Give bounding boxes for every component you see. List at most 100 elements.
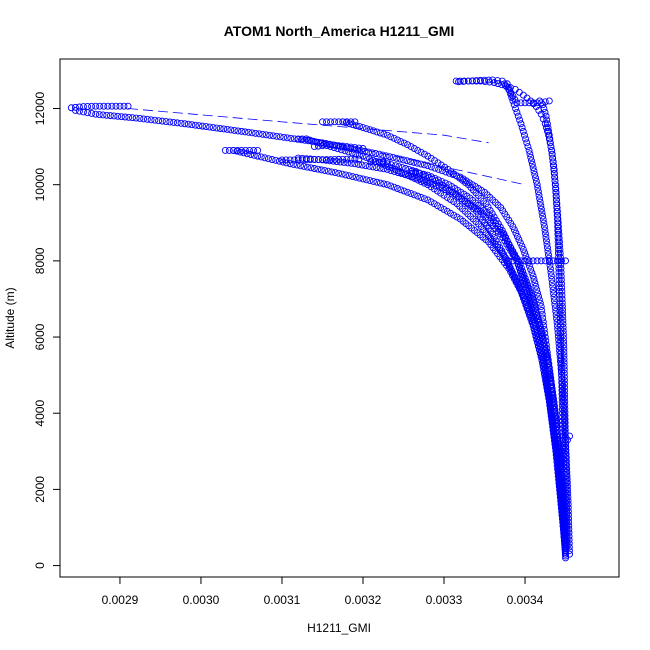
- data-point: [564, 436, 572, 444]
- data-point: [562, 497, 570, 505]
- data-point: [563, 500, 570, 508]
- data-point: [213, 124, 221, 132]
- data-point: [298, 135, 306, 143]
- data-point: [552, 412, 560, 420]
- data-point: [170, 118, 177, 126]
- data-point: [525, 99, 533, 107]
- data-point: [546, 135, 554, 143]
- data-point: [543, 353, 551, 361]
- data-point: [537, 303, 545, 311]
- data-point: [379, 151, 387, 159]
- data-point: [532, 177, 540, 185]
- data-point: [503, 237, 511, 245]
- data-point: [561, 408, 569, 416]
- data-point: [537, 257, 545, 265]
- data-point: [396, 155, 404, 163]
- data-point: [304, 137, 312, 145]
- data-point: [307, 164, 315, 172]
- data-point: [549, 154, 557, 162]
- data-point: [261, 154, 269, 162]
- data-point: [67, 104, 75, 112]
- data-point: [547, 378, 555, 385]
- data-point: [553, 200, 561, 208]
- data-point: [202, 123, 210, 131]
- data-point: [529, 295, 536, 303]
- data-point: [511, 274, 519, 282]
- data-point: [220, 125, 228, 133]
- data-point: [129, 114, 136, 122]
- data-point: [327, 143, 335, 151]
- data-point: [529, 298, 537, 306]
- data-point: [557, 261, 565, 269]
- data-point: [431, 164, 439, 172]
- data-point: [327, 141, 335, 149]
- data-point: [438, 178, 446, 185]
- data-point: [290, 135, 298, 143]
- data-point: [114, 112, 122, 120]
- data-point: [290, 160, 298, 168]
- data-point: [542, 230, 549, 238]
- data-point: [84, 103, 91, 110]
- data-point: [519, 274, 527, 282]
- y-tick-label: 6000: [33, 323, 47, 350]
- data-point: [245, 128, 252, 136]
- data-point: [543, 381, 551, 389]
- data-point: [80, 108, 87, 116]
- data-point: [410, 191, 418, 199]
- data-point: [561, 380, 568, 388]
- data-point: [552, 416, 560, 424]
- y-tick-label: 4000: [33, 400, 47, 427]
- data-point: [359, 175, 367, 183]
- data-point: [544, 388, 552, 396]
- data-point: [522, 301, 530, 309]
- data-point: [283, 134, 291, 142]
- data-point: [561, 398, 569, 405]
- data-point: [562, 465, 570, 473]
- data-point: [525, 257, 533, 265]
- data-point: [445, 169, 453, 177]
- data-point: [555, 226, 563, 234]
- data-point: [554, 249, 562, 257]
- data-point: [518, 242, 526, 250]
- data-point: [412, 169, 420, 177]
- data-point: [529, 99, 537, 107]
- data-point: [234, 127, 242, 135]
- data-point: [550, 166, 558, 173]
- data-point: [557, 268, 565, 276]
- data-point: [522, 252, 530, 260]
- data-point: [398, 164, 406, 172]
- data-point: [555, 340, 563, 347]
- cluster-f-series: [408, 169, 424, 177]
- data-point: [541, 98, 549, 106]
- cluster-h-series: [505, 257, 569, 265]
- data-point: [88, 102, 96, 110]
- data-point: [521, 298, 529, 306]
- plot-marks: [67, 76, 574, 562]
- data-point: [143, 115, 151, 123]
- data-point: [508, 267, 516, 275]
- data-point: [427, 173, 435, 181]
- data-point: [542, 350, 550, 358]
- data-point: [560, 366, 568, 374]
- data-point: [339, 142, 347, 150]
- data-point: [553, 315, 561, 322]
- data-point: [460, 78, 467, 85]
- data-point: [391, 162, 399, 170]
- data-point: [286, 156, 294, 164]
- data-point: [562, 454, 570, 462]
- cluster-d-series: [310, 141, 367, 152]
- data-point: [373, 128, 381, 136]
- data-point: [356, 174, 363, 182]
- data-point: [408, 167, 416, 175]
- data-point: [533, 257, 541, 265]
- data-point: [563, 539, 571, 547]
- data-point: [536, 299, 544, 307]
- data-point: [103, 111, 111, 119]
- data-point: [278, 156, 286, 164]
- chart-title: ATOM1 North_America H1211_GMI: [224, 23, 455, 39]
- data-point: [393, 136, 401, 144]
- data-point: [347, 155, 355, 163]
- data-point: [529, 322, 537, 330]
- data-point: [549, 162, 557, 170]
- data-point: [410, 145, 418, 152]
